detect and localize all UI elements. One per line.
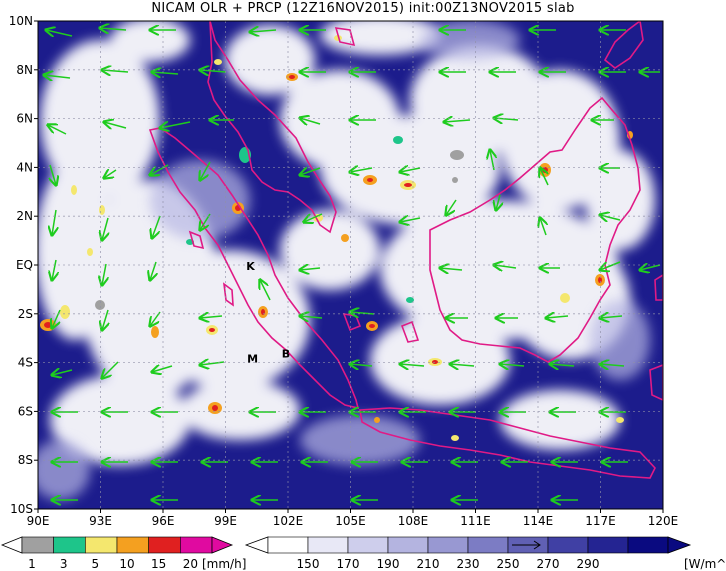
- place-label: B: [282, 348, 290, 361]
- olr-colorbar-upper-arrow: [667, 536, 692, 554]
- precip-colorbar-unit: [mm/h]: [202, 557, 246, 571]
- place-label: K: [246, 260, 255, 273]
- lat-tick-label: 4S: [18, 356, 33, 370]
- lon-tick-label: 114E: [523, 514, 554, 528]
- lat-tick-label: 10N: [9, 14, 33, 28]
- olr-colorbar-tick-label: 150: [297, 557, 320, 571]
- olr-colorbar-swatch: [307, 536, 349, 554]
- olr-colorbar-tick-label: 250: [497, 557, 520, 571]
- precip-colorbar-swatch: [148, 536, 181, 554]
- lon-tick-label: 90E: [27, 514, 50, 528]
- precip-colorbar-swatch: [85, 536, 118, 554]
- olr-colorbar-swatch: [387, 536, 429, 554]
- precip-colorbar-swatch: [116, 536, 149, 554]
- place-labels: K M B: [246, 260, 290, 366]
- olr-colorbar-tick-label: 170: [337, 557, 360, 571]
- coastlines: [148, 21, 663, 479]
- olr-colorbar-tick-label: 290: [577, 557, 600, 571]
- precip-colorbar-tick-label: 3: [60, 557, 68, 571]
- lat-tick-label: 6N: [16, 112, 33, 126]
- lon-tick-label: 117E: [585, 514, 616, 528]
- lat-tick-label: 4N: [16, 160, 33, 174]
- lon-tick-label: 99E: [214, 514, 237, 528]
- precip-colorbar-swatch: [180, 536, 213, 554]
- precip-colorbar-tick-label: 10: [119, 557, 134, 571]
- olr-colorbar-tick-label: 270: [537, 557, 560, 571]
- olr-colorbar-lower-arrow: [244, 536, 269, 554]
- olr-colorbar-tick-label: 230: [457, 557, 480, 571]
- grid-lines: [38, 21, 663, 509]
- olr-colorbar-swatch: [267, 536, 309, 554]
- lat-tick-label: 8N: [16, 63, 33, 77]
- precip-colorbar-upper-arrow: [211, 536, 234, 554]
- precip-colorbar-tick-label: 1: [28, 557, 36, 571]
- olr-colorbar-tick-label: 210: [417, 557, 440, 571]
- lon-tick-label: 102E: [273, 514, 304, 528]
- lat-tick-label: 8S: [18, 453, 33, 467]
- precip-colorbar-swatch: [21, 536, 54, 554]
- lat-tick-label: EQ: [16, 258, 33, 272]
- lat-tick-label: 2S: [18, 307, 33, 321]
- lat-tick-label: 2N: [16, 209, 33, 223]
- precip-cells: [40, 35, 633, 441]
- lat-tick-label: 6S: [18, 404, 33, 418]
- olr-colorbar-tick-label: 190: [377, 557, 400, 571]
- lat-tick-label: 10S: [10, 502, 33, 516]
- olr-colorbar-swatch: [587, 536, 629, 554]
- olr-colorbar-swatch: [427, 536, 469, 554]
- wind-vectors: [44, 28, 661, 500]
- precip-colorbar-lower-arrow: [0, 536, 23, 554]
- olr-colorbar-unit: [W/m^2]: [684, 557, 726, 571]
- chart-title: NICAM OLR + PRCP (12Z16NOV2015) init:00Z…: [151, 1, 575, 16]
- olr-colorbar-swatch: [627, 536, 669, 554]
- lon-axis: 90E 93E 96E 99E 102E 105E 108E 111E 114E 117E 120E: [27, 509, 679, 528]
- olr-colorbar: 150 170 190 210 230 250 270 290 [W/m^2]: [244, 536, 726, 571]
- precip-colorbar: 1 3 5 10 15 20 [mm/h]: [0, 536, 246, 571]
- wind-reference-arrow: [512, 540, 541, 550]
- olr-colorbar-swatch: [547, 536, 589, 554]
- lon-tick-label: 93E: [89, 514, 112, 528]
- precip-colorbar-tick-label: 5: [92, 557, 100, 571]
- lon-tick-label: 105E: [335, 514, 366, 528]
- lon-tick-label: 120E: [648, 514, 679, 528]
- lon-tick-label: 111E: [460, 514, 491, 528]
- olr-colorbar-swatch: [467, 536, 509, 554]
- lon-tick-label: 108E: [398, 514, 429, 528]
- precip-colorbar-tick-label: 15: [151, 557, 166, 571]
- olr-colorbar-swatch: [347, 536, 389, 554]
- place-label: M: [247, 353, 258, 366]
- precip-colorbar-tick-label: 20: [183, 557, 198, 571]
- precip-colorbar-swatch: [53, 536, 86, 554]
- lon-tick-label: 96E: [152, 514, 175, 528]
- lat-axis: 10N 8N 6N 4N 2N EQ 2S 4S 6S 8S 10S: [9, 14, 38, 516]
